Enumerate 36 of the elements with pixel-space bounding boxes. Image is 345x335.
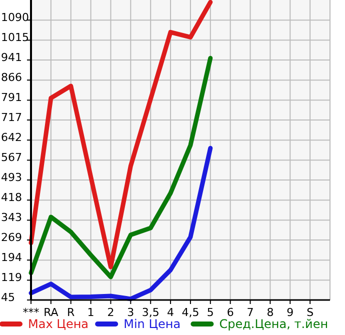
y-tick-label: 493 [1,171,22,184]
y-tick-label: 567 [1,151,22,164]
y-tick-label: 866 [1,71,22,84]
x-tick-label: 2 [107,306,114,319]
y-tick-label: 642 [1,131,22,144]
y-tick-label: 418 [1,191,22,204]
line-series [28,56,213,280]
x-tick-label: 6 [226,306,234,319]
y-tick-label: 791 [1,91,22,104]
y-tick-label: 1090 [1,11,29,24]
y-tick-label: 119 [1,271,22,284]
x-tick-label: 5 [206,306,214,319]
x-tick-label: 3,5 [142,306,160,319]
line-series [28,146,213,302]
x-tick-label: 3 [127,306,134,319]
x-tick-label: RA [44,306,59,319]
x-tick-label: *** [22,306,40,319]
x-tick-label: 4 [167,306,174,319]
y-tick-label: 45 [1,291,15,304]
y-tick-label: 717 [1,111,22,124]
y-tick-label: 941 [1,51,22,64]
x-tick-label: 4,5 [182,306,200,319]
y-tick-label: 343 [1,211,22,224]
legend-label: Max Цена [28,317,89,331]
y-tick-label: 194 [1,251,22,264]
legend-label: Сред.Цена, т.йен [219,317,328,331]
x-tick-label: R [67,306,76,319]
x-tick-label: 8 [266,306,274,319]
x-tick-label: 9 [286,306,294,319]
x-tick-label: 1 [87,306,94,319]
x-tick-label: 7 [246,306,254,319]
line-series [28,0,213,270]
y-tick-label: 269 [1,231,22,244]
x-tick-label: S [306,306,314,319]
y-tick-label: 1015 [1,31,29,44]
legend-label: Min Цена [124,317,181,331]
